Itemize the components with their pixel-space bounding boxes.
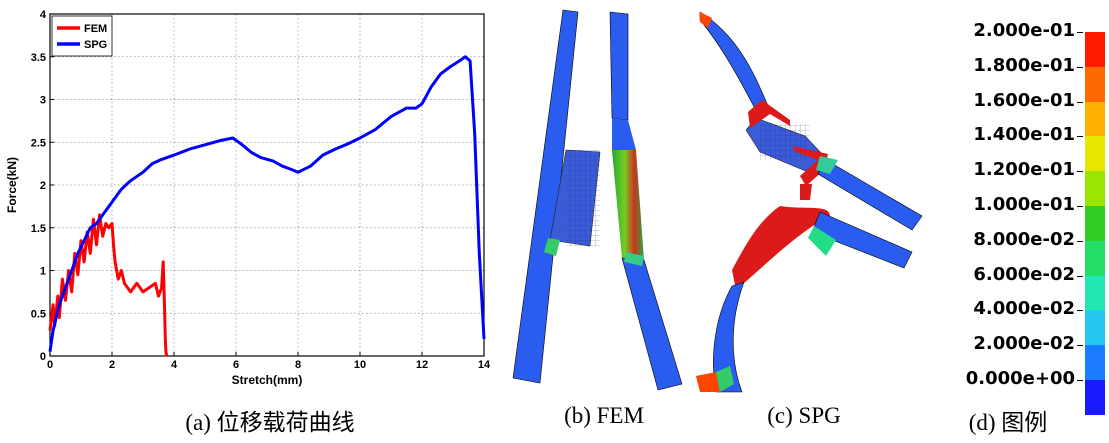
x-tick-label: 14 bbox=[478, 359, 491, 371]
scale-swatch bbox=[1085, 171, 1105, 207]
y-tick-label: 3.5 bbox=[31, 52, 46, 64]
y-tick-label: 4 bbox=[40, 9, 47, 21]
caption-b: (b) FEM bbox=[564, 403, 644, 428]
scale-tick bbox=[1077, 310, 1083, 312]
scale-label: 2.000e-02 bbox=[973, 333, 1075, 355]
spg-deformation-plot bbox=[696, 11, 923, 393]
scale-label: 6.000e-02 bbox=[973, 263, 1075, 285]
x-tick-label: 10 bbox=[354, 359, 366, 371]
scale-tick bbox=[1077, 136, 1083, 138]
scale-swatch bbox=[1085, 275, 1105, 311]
scale-swatch bbox=[1085, 380, 1105, 416]
x-axis-label: Stretch(mm) bbox=[232, 373, 303, 387]
scale-tick bbox=[1077, 101, 1083, 103]
scale-swatch bbox=[1085, 101, 1105, 137]
scale-tick bbox=[1077, 206, 1083, 207]
caption-c: (c) SPG bbox=[767, 403, 841, 428]
x-tick-label: 6 bbox=[233, 359, 239, 371]
scale-label: 8.000e-02 bbox=[973, 228, 1075, 250]
scale-swatch bbox=[1085, 310, 1105, 346]
y-tick-label: 1 bbox=[40, 266, 46, 278]
scale-tick bbox=[1077, 275, 1083, 277]
y-tick-label: 0 bbox=[40, 351, 46, 363]
scale-swatch bbox=[1085, 136, 1105, 172]
colour-scale-bar bbox=[1085, 32, 1105, 416]
legend-label-spg: SPG bbox=[84, 39, 107, 51]
scale-label: 2.000e-01 bbox=[973, 20, 1075, 41]
x-tick-label: 2 bbox=[109, 359, 115, 371]
scale-tick bbox=[1077, 171, 1083, 173]
series-line-spg bbox=[48, 55, 486, 352]
scale-tick bbox=[1077, 380, 1083, 381]
scale-tick bbox=[1077, 240, 1083, 242]
scale-label: 1.200e-01 bbox=[973, 159, 1075, 181]
simulation-figures bbox=[512, 9, 923, 393]
force-stretch-chart: 0 2 4 6 8 10 12 14 0 0.5 1 1.5 2 2.5 3 3.5 4 Stretch(mm) F… bbox=[5, 9, 491, 387]
y-tick-label: 2 bbox=[40, 180, 46, 192]
scale-label: 1.000e-01 bbox=[973, 194, 1075, 215]
fem-deformation-plot bbox=[512, 9, 683, 391]
scale-swatch bbox=[1085, 345, 1105, 381]
scale-label: 0.000e+00 bbox=[965, 368, 1075, 389]
y-axis-label: Force(kN) bbox=[5, 157, 19, 213]
scale-tick bbox=[1077, 32, 1083, 33]
y-tick-label: 1.5 bbox=[31, 223, 46, 235]
legend-label-fem: FEM bbox=[84, 23, 107, 35]
y-tick-label: 0.5 bbox=[31, 308, 46, 320]
caption-a: (a) 位移载荷曲线 bbox=[185, 410, 355, 435]
scale-swatch bbox=[1085, 240, 1105, 277]
scale-tick bbox=[1077, 66, 1083, 68]
y-tick-label: 2.5 bbox=[31, 137, 46, 149]
series-line-fem bbox=[48, 213, 169, 357]
scale-swatch bbox=[1085, 66, 1105, 103]
scale-label: 4.000e-02 bbox=[973, 298, 1075, 320]
x-tick-label: 12 bbox=[416, 359, 428, 371]
x-tick-label: 8 bbox=[295, 359, 301, 371]
scale-label: 1.400e-01 bbox=[973, 124, 1075, 146]
x-tick-label: 0 bbox=[47, 359, 53, 371]
scale-swatch bbox=[1085, 32, 1105, 68]
scale-label: 1.800e-01 bbox=[973, 54, 1075, 76]
scale-tick bbox=[1077, 345, 1083, 347]
scale-label: 1.600e-01 bbox=[973, 89, 1075, 111]
scale-swatch bbox=[1085, 206, 1105, 242]
y-tick-label: 3 bbox=[40, 95, 46, 107]
caption-d: (d) 图例 bbox=[968, 410, 1048, 435]
legend-box bbox=[51, 15, 113, 57]
x-tick-label: 4 bbox=[171, 359, 178, 371]
